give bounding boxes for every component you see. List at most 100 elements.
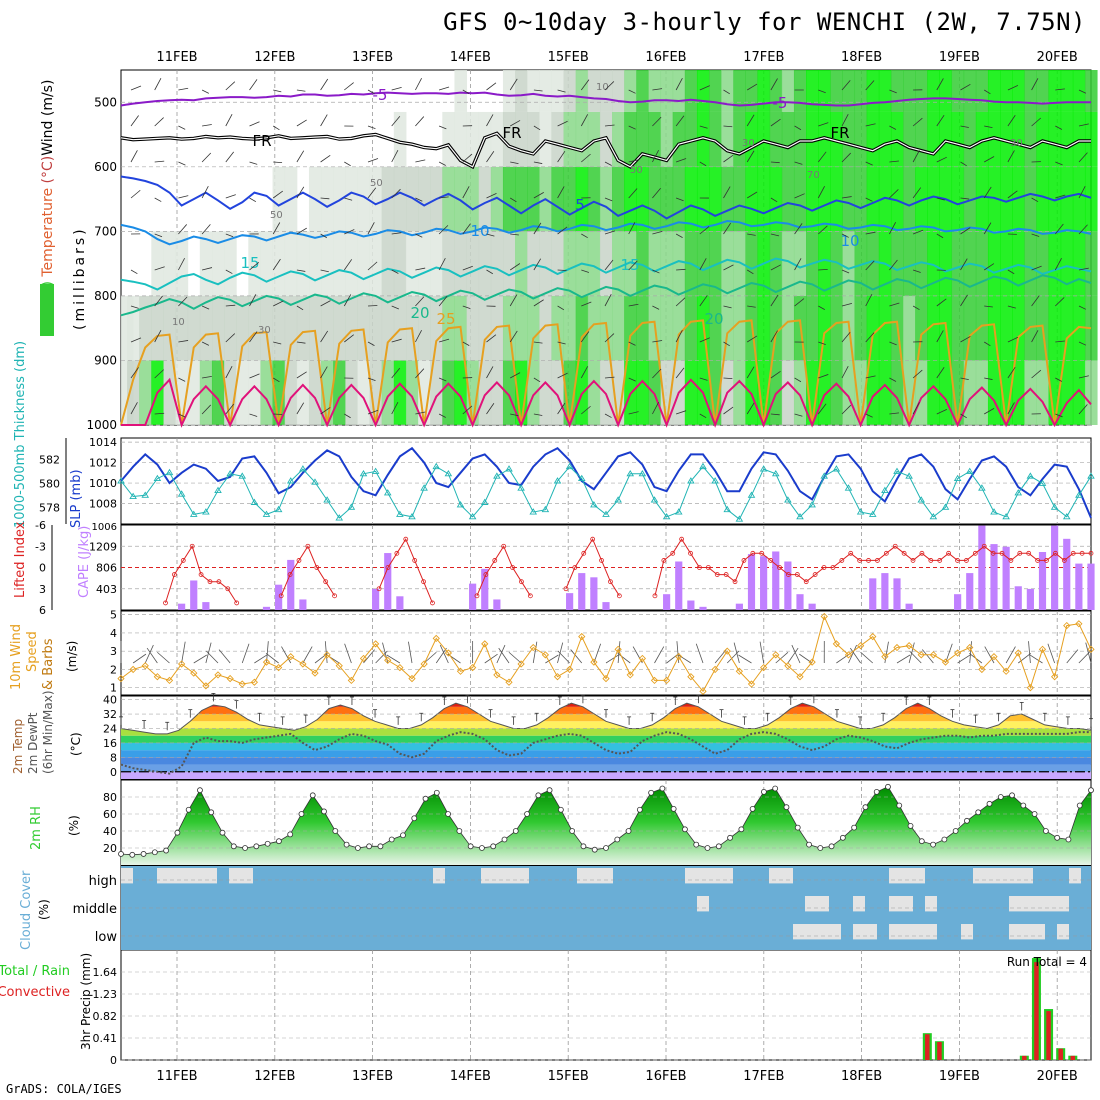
- wind-barb: [296, 269, 306, 272]
- wind-barb: [1078, 341, 1087, 346]
- wind-barb: [273, 89, 282, 93]
- lifted-index-line: [378, 538, 433, 604]
- cape-bar: [566, 593, 574, 610]
- temp-band: [121, 771, 1091, 779]
- wind-barb: [983, 222, 992, 235]
- rh-shade-cell: [1060, 70, 1074, 112]
- rh-shade-cell: [551, 166, 565, 232]
- wind-barb: [415, 267, 426, 271]
- wind-barb: [605, 654, 620, 664]
- wind-barb: [533, 377, 541, 383]
- thickness-marker: [711, 477, 719, 484]
- rh-shade-cell: [903, 111, 916, 167]
- wind-barb: [486, 233, 495, 237]
- cape-tick-label: 403: [96, 583, 117, 596]
- rh-shade-cell: [672, 295, 686, 361]
- isotherm-label: 15: [620, 256, 639, 274]
- precip-run-total: Run Total = 4: [1007, 955, 1087, 969]
- wind-barb: [178, 87, 189, 91]
- thickness-marker: [456, 501, 465, 508]
- rh-shade-cell: [1084, 295, 1098, 361]
- rh-shade-cell: [454, 360, 468, 425]
- lifted-index-marker: [892, 543, 898, 549]
- rh-shade-cell: [345, 231, 358, 296]
- wind-barb: [865, 161, 873, 166]
- wind-barb: [178, 296, 188, 307]
- rh-shade-cell: [1084, 111, 1098, 167]
- wind-speed-marker: [177, 660, 186, 668]
- wind-barb: [225, 151, 235, 163]
- wind-barb: [265, 652, 279, 664]
- wind-barb: [178, 125, 186, 130]
- rh-shade-cell: [684, 70, 698, 112]
- lifted-index-marker: [732, 579, 738, 585]
- rh-shade-cell: [284, 295, 298, 361]
- wind-barb: [675, 410, 687, 415]
- cape-bar: [784, 561, 792, 610]
- wind-barb: [391, 188, 401, 199]
- cape-bar: [1038, 551, 1047, 610]
- rh-marker: [659, 785, 666, 792]
- wind-barb: [1078, 650, 1091, 664]
- wind-speed-marker: [759, 663, 768, 672]
- thickness-marker: [117, 477, 125, 484]
- wind-barb: [462, 186, 470, 199]
- wind-speed-marker: [517, 660, 525, 668]
- wind-barb: [557, 305, 565, 311]
- wind-barb: [604, 124, 615, 127]
- rh-shade-cell: [987, 70, 1001, 112]
- cape-bar: [808, 603, 816, 610]
- wind-barb: [817, 403, 827, 415]
- rh-shade-cell: [854, 70, 868, 112]
- rh-tick-label: 60: [103, 808, 117, 821]
- wind-barb: [367, 409, 379, 415]
- lifted-index-marker: [919, 550, 925, 556]
- cape-bar: [262, 606, 271, 610]
- rh-marker: [1031, 811, 1038, 817]
- wind-barb: [391, 305, 400, 310]
- wind-speed-marker: [153, 673, 162, 681]
- wind-barb: [324, 641, 328, 664]
- wind-speed-marker: [468, 663, 477, 672]
- wind-barb: [848, 644, 857, 664]
- rh-marker: [343, 841, 350, 848]
- rh-shade-cell: [854, 111, 868, 167]
- rh-marker: [287, 831, 294, 838]
- wind-barb: [746, 83, 758, 91]
- lifted-index-marker: [590, 536, 596, 542]
- wind-barb: [302, 646, 313, 664]
- rh-marker: [535, 792, 542, 799]
- wind-barb: [580, 331, 590, 343]
- wind-barb: [225, 403, 235, 415]
- wind-barb: [794, 223, 803, 235]
- rh-shade-cell: [951, 166, 965, 232]
- thickness-marker: [844, 484, 853, 491]
- wind-barb: [699, 161, 707, 167]
- rh-shade-cell: [1024, 166, 1037, 232]
- wind-barb: [1055, 377, 1063, 382]
- wind-barb: [770, 413, 780, 416]
- thickness-marker: [965, 467, 974, 474]
- wind-barb: [132, 653, 147, 664]
- rh-shade-cell: [830, 70, 843, 112]
- rh-marker: [997, 794, 1004, 800]
- rh-marker: [309, 792, 316, 799]
- wind-barb: [225, 366, 233, 379]
- wind-barb: [960, 197, 970, 200]
- wind-barb: [1055, 161, 1063, 166]
- wind-barb: [1078, 224, 1088, 235]
- wind-barb: [723, 89, 730, 95]
- rh-shade-cell: [527, 70, 540, 112]
- wind-barb: [296, 89, 306, 92]
- rh-shade-cell: [890, 231, 904, 296]
- wind-barb: [1055, 125, 1063, 130]
- cape-bar: [202, 602, 210, 610]
- wind-barb: [747, 305, 756, 308]
- isotherm-label: 15: [240, 254, 259, 272]
- rh-shade-cell: [199, 231, 213, 296]
- temp-band: [121, 742, 1091, 751]
- rh-shade-cell: [1012, 166, 1025, 232]
- wind-barb: [936, 298, 947, 307]
- wind-barb: [984, 305, 993, 308]
- wind-barb: [462, 153, 473, 163]
